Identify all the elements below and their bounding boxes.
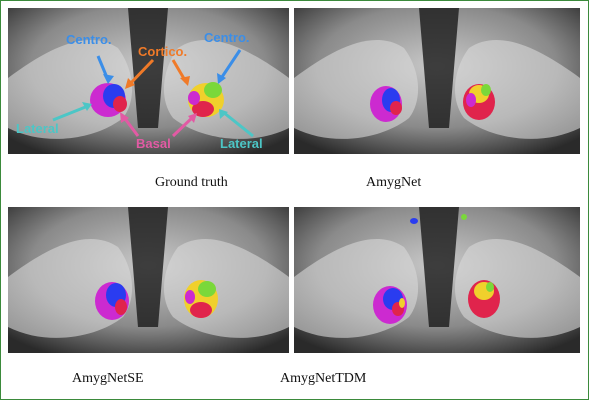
seg-spurious-blue (410, 218, 418, 224)
seg-right-green (204, 82, 222, 98)
mri-amygnettdm (294, 207, 580, 353)
label-cortico: Cortico. (138, 44, 187, 59)
seg-right-green (481, 84, 491, 96)
label-lateral-left: Lateral (16, 121, 59, 136)
panel-amygnetse (8, 207, 289, 353)
mri-ground-truth: Centro. Cortico. Centro. Lateral Basal L… (8, 8, 289, 154)
mri-amygnetse (8, 207, 289, 353)
seg-spurious-green (461, 214, 467, 220)
panel-ground-truth: Centro. Cortico. Centro. Lateral Basal L… (8, 8, 289, 154)
seg-left-red (390, 101, 402, 115)
label-lateral-right: Lateral (220, 136, 263, 151)
seg-right-green (486, 282, 494, 292)
seg-left-red (113, 96, 127, 112)
panel-amygnettdm (294, 207, 580, 353)
caption-ground-truth: Ground truth (155, 175, 228, 190)
label-centro-right: Centro. (204, 30, 250, 45)
caption-amygnettdm: AmygNetTDM (280, 371, 367, 386)
seg-right-magenta (466, 93, 476, 107)
seg-left-yellow (399, 298, 405, 308)
seg-right-magenta (188, 91, 200, 105)
caption-amygnet: AmygNet (366, 175, 422, 190)
panel-amygnet (294, 8, 580, 154)
label-centro-left: Centro. (66, 32, 112, 47)
seg-left-red (115, 299, 127, 315)
caption-amygnetse: AmygNetSE (72, 371, 144, 386)
label-basal: Basal (136, 136, 171, 151)
seg-right-green (198, 281, 216, 297)
seg-right-red (190, 302, 212, 318)
seg-right-magenta (185, 290, 195, 304)
seg-right-red (192, 101, 214, 117)
mri-amygnet (294, 8, 580, 154)
